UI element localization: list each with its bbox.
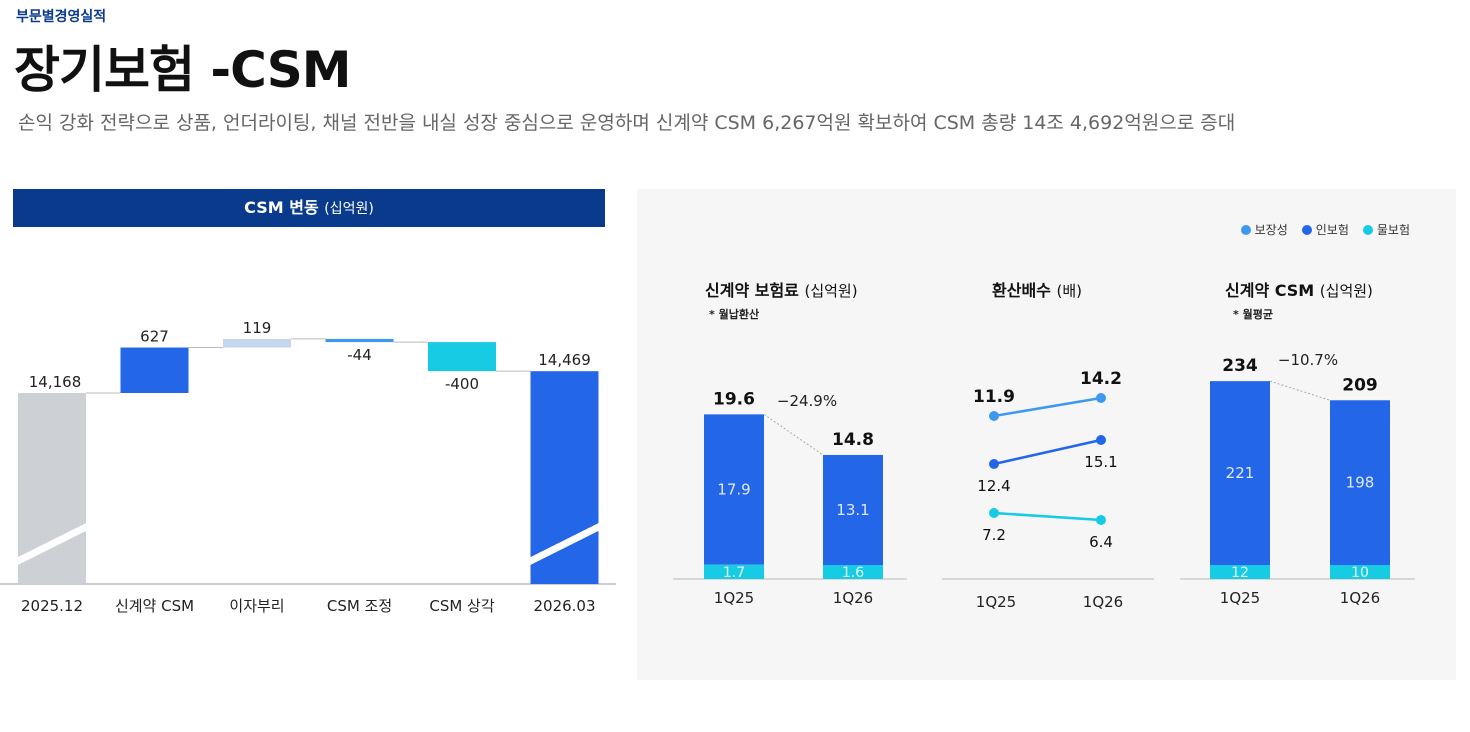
premium-category-label: 1Q26 bbox=[833, 589, 873, 607]
premium-bar-small bbox=[823, 565, 883, 579]
waterfall-category-label: CSM 상각 bbox=[429, 597, 495, 615]
legend-item-person: 인보험 bbox=[1301, 221, 1349, 238]
newcsm-segment-label: 10 bbox=[1351, 565, 1369, 581]
multiple-point-label: 11.9 bbox=[973, 387, 1015, 407]
multiple-point-label: 12.4 bbox=[977, 477, 1010, 495]
newcsm-total-label: 234 bbox=[1222, 356, 1258, 376]
waterfall-bar bbox=[428, 342, 496, 372]
premium-bar-main bbox=[823, 454, 883, 565]
waterfall-value-label: 14,168 bbox=[29, 373, 82, 391]
newcsm-note: * 월평균 bbox=[1233, 308, 1273, 321]
legend-item-property: 물보험 bbox=[1362, 221, 1410, 238]
newcsm-bar-small bbox=[1330, 565, 1390, 579]
multiple-point bbox=[1096, 435, 1106, 445]
premium-total-label: 19.6 bbox=[713, 389, 755, 409]
newcsm-bar-small bbox=[1210, 565, 1270, 579]
premium-total-label: 14.8 bbox=[832, 430, 874, 450]
newcsm-chart-title: 신계약 CSM (십억원) bbox=[1225, 277, 1373, 301]
waterfall-chart: 14,168 2025.12 627 신계약 CSM 119 이자부리 -44 CSM 조정 -… bbox=[0, 319, 616, 615]
multiple-series-line bbox=[993, 438, 1102, 466]
multiple-series-line bbox=[993, 511, 1102, 522]
premium-bar-main bbox=[704, 414, 764, 565]
waterfall-bar bbox=[325, 338, 394, 343]
waterfall-value-label: 14,469 bbox=[538, 351, 591, 369]
newcsm-total-label: 209 bbox=[1342, 375, 1378, 395]
multiple-point bbox=[989, 508, 999, 518]
waterfall-category-label: 2026.03 bbox=[533, 597, 595, 615]
legend-label: 물보험 bbox=[1376, 223, 1410, 237]
legend-label: 인보험 bbox=[1315, 223, 1349, 237]
legend-label: 보장성 bbox=[1254, 223, 1288, 237]
multiple-unit: (배) bbox=[1056, 282, 1082, 300]
newcsm-bar-main bbox=[1210, 381, 1270, 565]
multiple-point-label: 7.2 bbox=[982, 526, 1006, 544]
premium-segment-label: 1.7 bbox=[723, 565, 745, 581]
waterfall-bar bbox=[120, 347, 189, 393]
newcsm-segment-label: 221 bbox=[1226, 464, 1255, 482]
newcsm-unit: (십억원) bbox=[1319, 282, 1373, 300]
premium-segment-label: 13.1 bbox=[836, 501, 869, 519]
page-subtitle: 손익 강화 전략으로 상품, 언더라이팅, 채널 전반을 내실 성장 중심으로 … bbox=[18, 112, 1236, 134]
premium-unit: (십억원) bbox=[804, 282, 858, 300]
legend-item-coverage: 보장성 bbox=[1240, 221, 1288, 238]
multiple-point-label: 15.1 bbox=[1084, 453, 1117, 471]
new-business-panel: 보장성 인보험 물보험 신계약 보험료 (십억원) * 월납환산 환산배수 (배… bbox=[637, 189, 1456, 680]
axis-break-mark bbox=[526, 522, 603, 566]
axis-break-mark bbox=[14, 522, 90, 566]
waterfall-category-label: CSM 조정 bbox=[327, 597, 392, 615]
waterfall-category-label: 신계약 CSM bbox=[115, 597, 194, 615]
newcsm-title: 신계약 CSM bbox=[1225, 281, 1315, 300]
multiple-point-label: 6.4 bbox=[1089, 533, 1113, 551]
premium-note: * 월납환산 bbox=[709, 308, 760, 321]
premium-change-label: −24.9% bbox=[777, 392, 837, 410]
multiple-point bbox=[1096, 393, 1106, 403]
newcsm-trend-connector bbox=[1269, 380, 1331, 401]
waterfall-value-label: 119 bbox=[243, 319, 272, 337]
waterfall-unit: (십억원) bbox=[324, 201, 374, 217]
premium-segment-label: 17.9 bbox=[717, 481, 750, 499]
multiple-category-label: 1Q25 bbox=[976, 593, 1016, 611]
waterfall-bar bbox=[530, 371, 599, 584]
waterfall-value-label: -400 bbox=[445, 375, 479, 393]
new-business-charts: 17.9 1.7 19.6 1Q25 13.1 1.6 14.8 1Q26 −24.9% 221 1… bbox=[673, 351, 1415, 611]
multiple-chart-title: 환산배수 (배) bbox=[992, 277, 1082, 301]
page-title: 장기보험 -CSM bbox=[14, 41, 352, 99]
newcsm-bar-main bbox=[1330, 400, 1390, 565]
multiple-series-line bbox=[993, 396, 1102, 418]
waterfall-bar bbox=[223, 338, 291, 348]
premium-bar-small bbox=[704, 564, 764, 579]
premium-chart-title: 신계약 보험료 (십억원) bbox=[705, 277, 858, 301]
multiple-point bbox=[989, 459, 999, 469]
multiple-point bbox=[1096, 515, 1106, 525]
waterfall-category-label: 이자부리 bbox=[229, 597, 284, 615]
waterfall-chart-header: CSM 변동 (십억원) bbox=[13, 189, 605, 227]
legend-dot-icon bbox=[1362, 224, 1373, 235]
legend-dot-icon bbox=[1301, 224, 1312, 235]
premium-title: 신계약 보험료 bbox=[705, 281, 799, 300]
newcsm-category-label: 1Q26 bbox=[1340, 589, 1380, 607]
legend-dot-icon bbox=[1240, 224, 1251, 235]
newcsm-change-label: −10.7% bbox=[1278, 351, 1338, 369]
newcsm-segment-label: 198 bbox=[1346, 474, 1375, 492]
premium-segment-label: 1.6 bbox=[842, 565, 864, 581]
multiple-title: 환산배수 bbox=[992, 281, 1051, 300]
premium-trend-connector bbox=[763, 413, 824, 456]
premium-category-label: 1Q25 bbox=[714, 589, 754, 607]
waterfall-value-label: -44 bbox=[347, 346, 372, 364]
section-tag: 부문별경영실적 bbox=[16, 9, 107, 25]
legend: 보장성 인보험 물보험 bbox=[1240, 221, 1410, 238]
multiple-category-label: 1Q26 bbox=[1083, 593, 1123, 611]
newcsm-category-label: 1Q25 bbox=[1220, 589, 1260, 607]
multiple-point-label: 14.2 bbox=[1080, 369, 1122, 389]
waterfall-category-label: 2025.12 bbox=[21, 597, 83, 615]
multiple-point bbox=[989, 411, 999, 421]
waterfall-title: CSM 변동 bbox=[244, 198, 319, 217]
newcsm-segment-label: 12 bbox=[1231, 565, 1249, 581]
waterfall-value-label: 627 bbox=[140, 328, 169, 346]
